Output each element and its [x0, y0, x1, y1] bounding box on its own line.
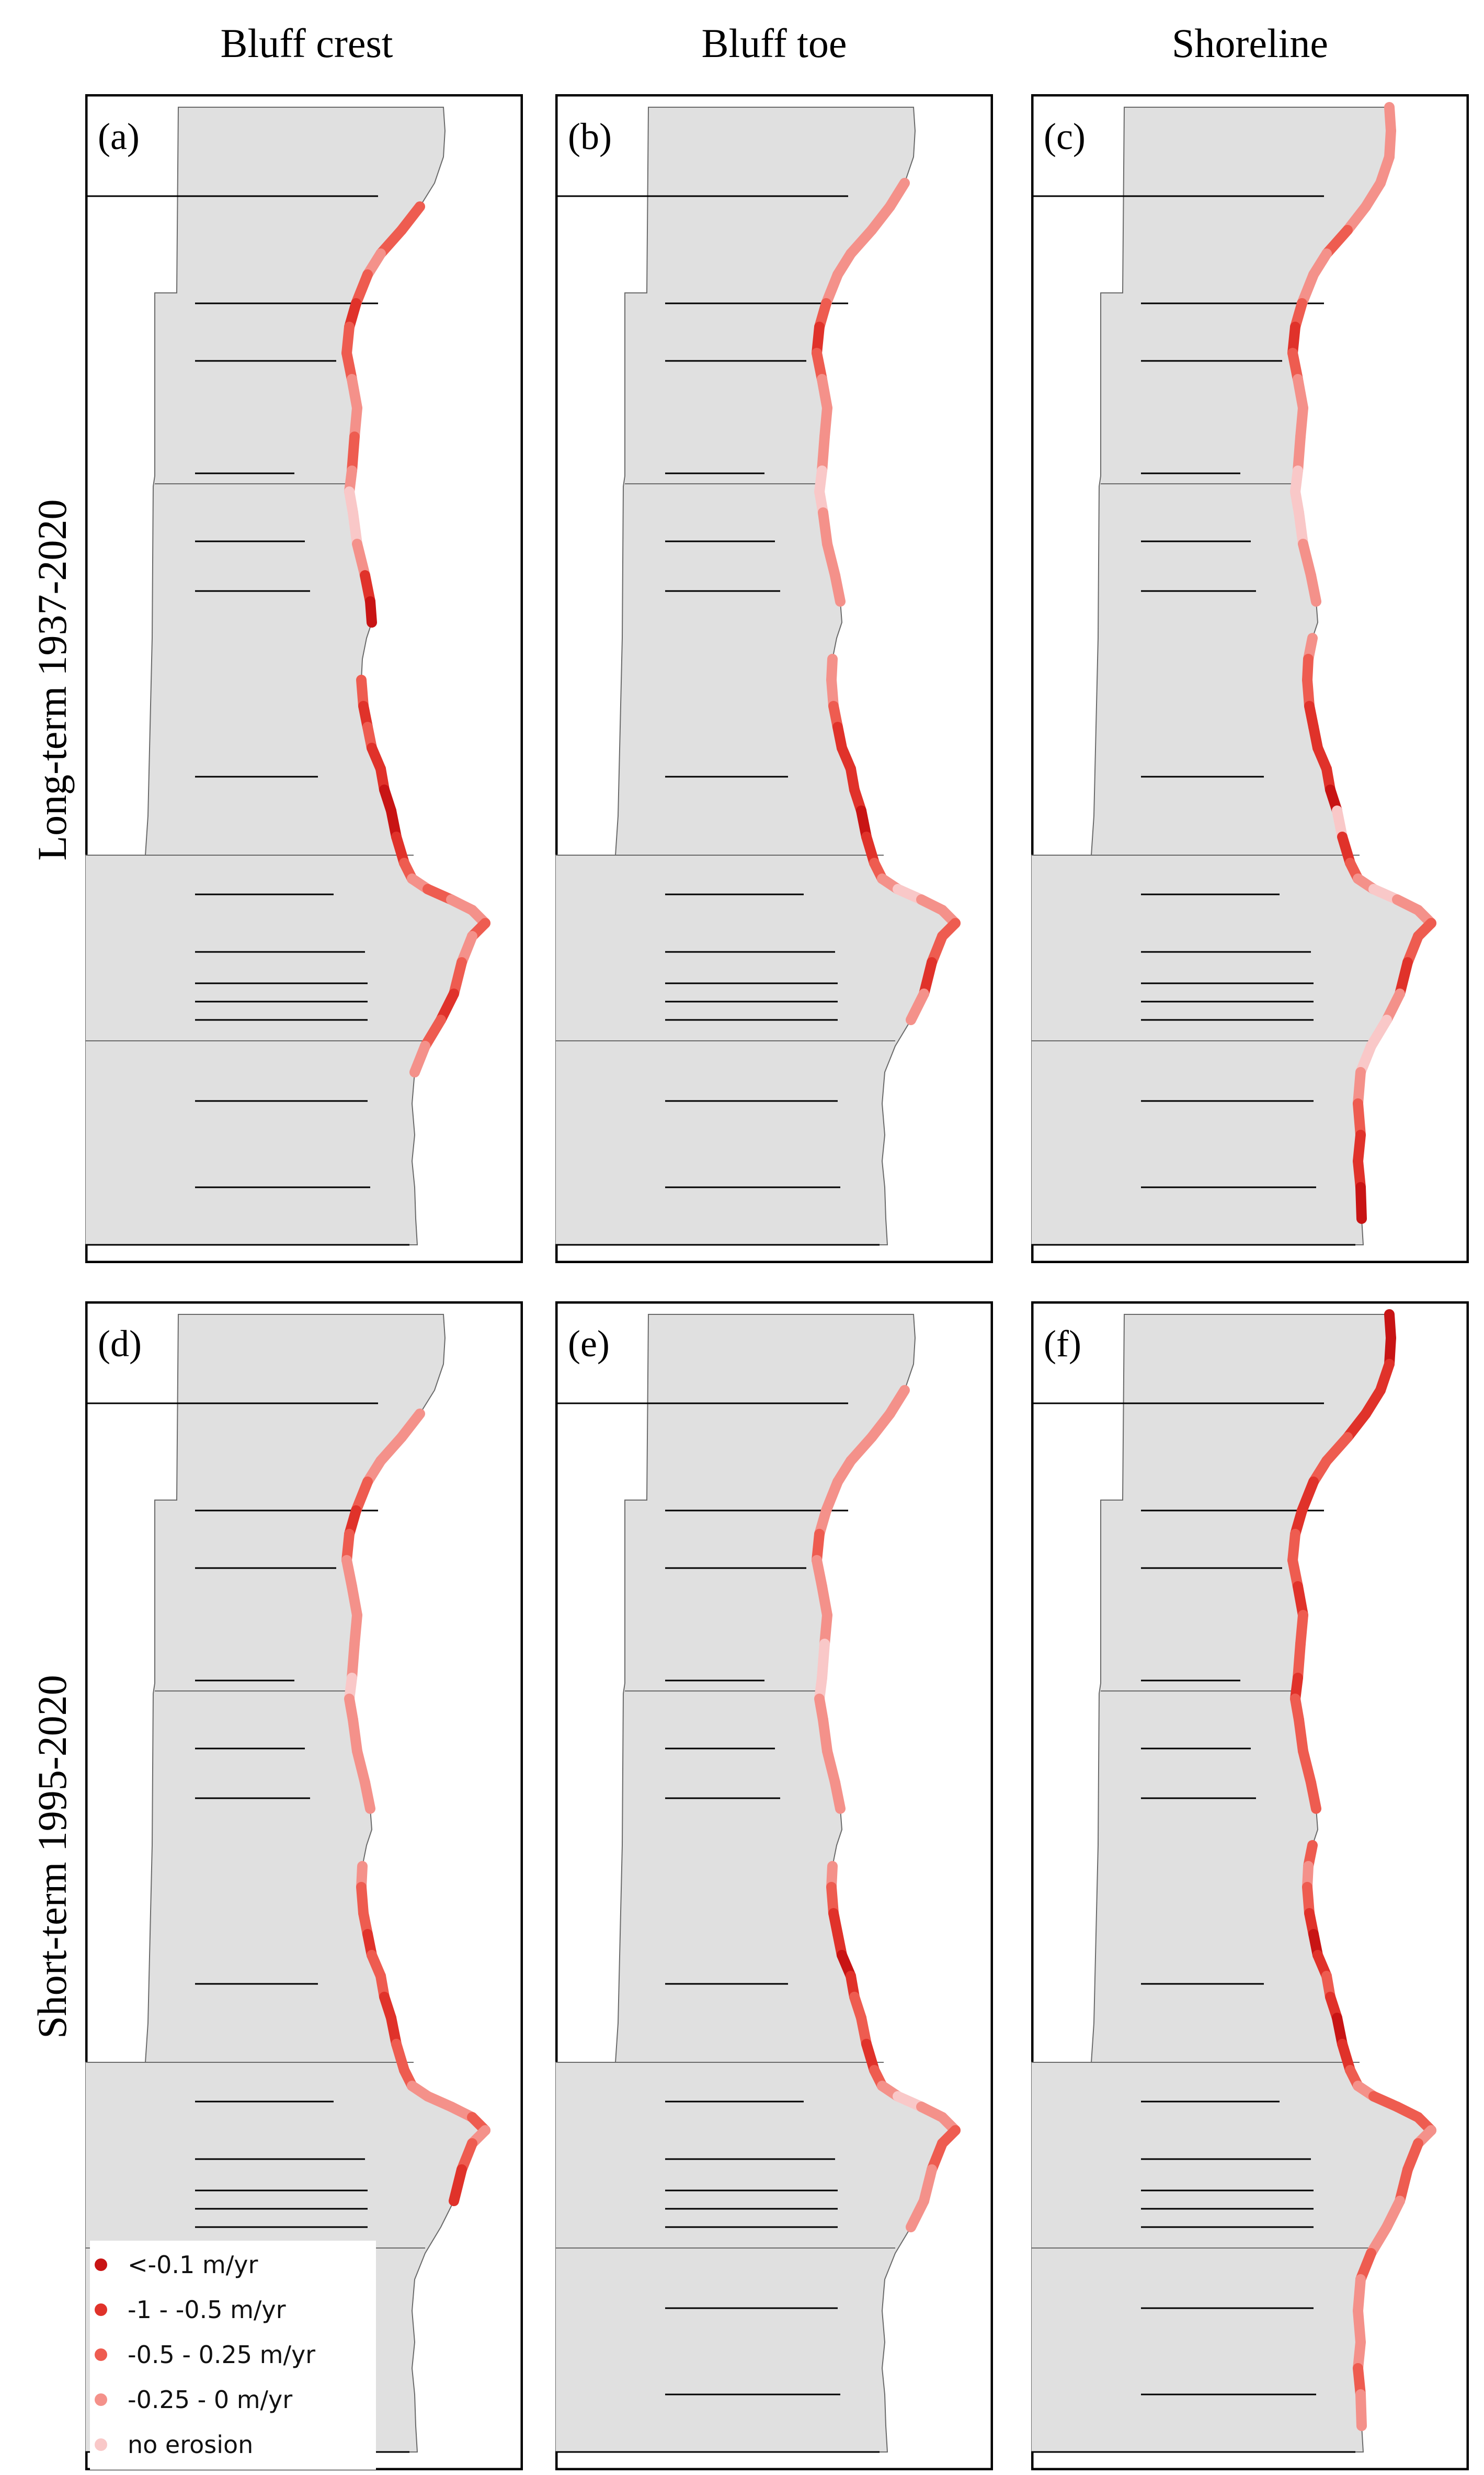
- erosion-segment: [1306, 1777, 1321, 1814]
- legend-swatch-high: [94, 2303, 108, 2317]
- legend-dot-shape: [95, 2438, 107, 2451]
- erosion-segment: [919, 957, 937, 999]
- erosion-segment: [846, 1432, 877, 1466]
- erosion-segment: [352, 539, 370, 581]
- legend-dot-icon: [95, 2258, 107, 2271]
- legend-label-high: -1 - -0.5 m/yr: [128, 2296, 286, 2324]
- erosion-segment: [360, 1777, 375, 1814]
- erosion-segment: [1293, 1639, 1306, 1683]
- erosion-segment: [919, 2164, 937, 2206]
- column-header-bluff-toe: Bluff toe: [701, 20, 847, 66]
- erosion-segment: [1321, 225, 1353, 259]
- legend-dot-shape: [95, 2393, 107, 2406]
- legend-dot-shape: [95, 2258, 107, 2271]
- erosion-segment: [1353, 2306, 1366, 2347]
- map-panel-f: [1031, 1301, 1469, 2470]
- panel-label-c: (c): [1044, 116, 1086, 157]
- erosion-segment: [449, 957, 467, 999]
- map-panel-c: [1031, 94, 1469, 1263]
- erosion-segment: [1298, 539, 1316, 581]
- erosion-segment: [348, 1715, 362, 1756]
- erosion-segment: [822, 539, 840, 581]
- legend-item-severe: <-0.1 m/yr: [94, 2249, 258, 2280]
- panel-a: (a): [85, 94, 523, 1263]
- erosion-segment: [1353, 2274, 1366, 2316]
- erosion-segment: [1306, 570, 1321, 607]
- legend-label-low: -0.25 - 0 m/yr: [128, 2386, 293, 2414]
- legend-label-moderate: -0.5 - 0.25 m/yr: [128, 2341, 316, 2369]
- legend: <-0.1 m/yr -1 - -0.5 m/yr -0.5 - 0.25 m/…: [90, 2241, 376, 2470]
- erosion-segment: [846, 225, 877, 259]
- panel-label-d: (d): [98, 1323, 142, 1365]
- legend-swatch-no-erosion: [94, 2438, 108, 2451]
- erosion-segment: [409, 1041, 430, 1077]
- erosion-segment: [818, 507, 832, 549]
- panel-label-f: (f): [1044, 1323, 1081, 1365]
- erosion-segment: [906, 989, 929, 1025]
- panel-label-e: (e): [568, 1323, 610, 1365]
- legend-label-no-erosion: no erosion: [128, 2431, 254, 2459]
- erosion-segment: [348, 507, 362, 549]
- erosion-segment: [1355, 2389, 1367, 2431]
- legend-item-high: -1 - -0.5 m/yr: [94, 2294, 286, 2325]
- erosion-segment: [817, 432, 830, 476]
- legend-dot-icon: [95, 2393, 107, 2406]
- erosion-segment: [818, 1715, 832, 1756]
- erosion-segment: [347, 1639, 360, 1683]
- erosion-segment: [365, 596, 377, 628]
- erosion-segment: [1321, 1432, 1353, 1466]
- erosion-segment: [1395, 2164, 1413, 2206]
- legend-dot-icon: [95, 2348, 107, 2361]
- erosion-segment: [375, 225, 407, 259]
- row-label-short-term: Short-term 1995-2020: [29, 1675, 75, 2039]
- legend-item-no-erosion: no erosion: [94, 2429, 253, 2460]
- legend-item-low: -0.25 - 0 m/yr: [94, 2384, 292, 2415]
- erosion-segment: [1355, 1182, 1367, 1224]
- legend-dot-icon: [95, 2303, 107, 2316]
- panel-f: (f): [1031, 1301, 1469, 2470]
- legend-item-moderate: -0.5 - 0.25 m/yr: [94, 2339, 315, 2370]
- map-panel-a: [85, 94, 523, 1263]
- erosion-segment: [352, 1746, 370, 1788]
- erosion-segment: [830, 1777, 846, 1814]
- erosion-segment: [1353, 1098, 1366, 1140]
- panel-c: (c): [1031, 94, 1469, 1263]
- legend-swatch-severe: [94, 2258, 108, 2272]
- erosion-segment: [822, 1746, 840, 1788]
- legend-label-severe: <-0.1 m/yr: [128, 2251, 258, 2279]
- erosion-segment: [347, 432, 360, 476]
- erosion-segment: [817, 1639, 830, 1683]
- erosion-segment: [906, 2196, 929, 2232]
- legend-swatch-low: [94, 2393, 108, 2406]
- panel-b: (b): [555, 94, 993, 1263]
- panel-label-b: (b): [568, 116, 612, 157]
- erosion-segment: [1395, 957, 1413, 999]
- legend-dot-shape: [95, 2348, 107, 2361]
- erosion-segment: [1294, 1715, 1308, 1756]
- erosion-segment: [1293, 432, 1306, 476]
- erosion-segment: [1294, 507, 1308, 549]
- panel-label-a: (a): [98, 116, 140, 157]
- legend-dot-shape: [95, 2303, 107, 2316]
- panel-e: (e): [555, 1301, 993, 2470]
- legend-dot-icon: [95, 2438, 107, 2451]
- column-header-bluff-crest: Bluff crest: [220, 20, 393, 66]
- erosion-segment: [830, 570, 846, 607]
- legend-swatch-moderate: [94, 2348, 108, 2362]
- erosion-segment: [449, 2164, 467, 2206]
- erosion-segment: [1298, 1746, 1316, 1788]
- map-panel-b: [555, 94, 993, 1263]
- row-label-long-term: Long-term 1937-2020: [29, 499, 75, 861]
- map-panel-e: [555, 1301, 993, 2470]
- erosion-segment: [375, 1432, 407, 1466]
- column-header-shoreline: Shoreline: [1172, 20, 1328, 66]
- erosion-segment: [1353, 1067, 1366, 1109]
